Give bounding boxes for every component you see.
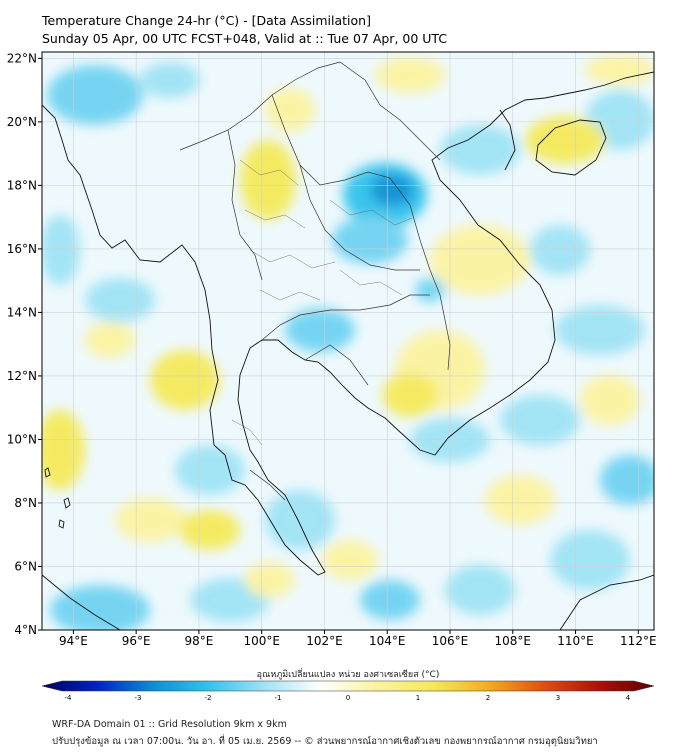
lon-tick-label: 108°E (495, 634, 532, 648)
lon-tick-label: 96°E (122, 634, 151, 648)
colorbar-tick-label: -1 (275, 694, 282, 702)
lat-tick-label: 10°N (7, 432, 37, 446)
lat-tick-label: 16°N (7, 242, 37, 256)
lat-tick-label: 22°N (7, 51, 37, 65)
lon-tick-label: 112°E (620, 634, 657, 648)
footer-model-info: WRF-DA Domain 01 :: Grid Resolution 9km … (52, 719, 287, 730)
lat-tick-label: 12°N (7, 369, 37, 383)
footer-credit: ปรับปรุงข้อมูล ณ เวลา 07:00น. วัน อา. ที… (52, 736, 598, 747)
lon-tick-label: 106°E (432, 634, 469, 648)
colorbar-tick-label: -3 (135, 694, 142, 702)
lon-tick-label: 100°E (243, 634, 280, 648)
map-frame (41, 51, 655, 631)
colorbar-tick-label: 1 (416, 694, 420, 702)
colorbar-tick-label: -2 (205, 694, 212, 702)
colorbar: อุณหภูมิเปลี่ยนแปลง หน่วย องศาเซลเซียส (… (41, 667, 655, 702)
lat-tick-label: 18°N (7, 178, 37, 192)
lat-tick-label: 8°N (14, 496, 37, 510)
lat-tick-label: 14°N (7, 305, 37, 319)
lat-tick-label: 6°N (14, 559, 37, 573)
map-subtitle: Sunday 05 Apr, 00 UTC FCST+048, Valid at… (42, 31, 448, 46)
latitude-ticks: 4°N 6°N 8°N 10°N 12°N 14°N 16°N 18°N 20°N 22°N (7, 51, 42, 637)
colorbar-title: อุณหภูมิเปลี่ยนแปลง หน่วย องศาเซลเซียส (… (257, 667, 440, 680)
colorbar-tick-label: 4 (626, 694, 631, 702)
lat-tick-label: 4°N (14, 623, 37, 637)
colorbar-tick-label: 0 (346, 694, 350, 702)
colorbar-tick-label: 2 (486, 694, 490, 702)
lon-tick-label: 94°E (59, 634, 88, 648)
lon-tick-label: 98°E (184, 634, 213, 648)
lat-tick-label: 20°N (7, 115, 37, 129)
longitude-ticks: 94°E 96°E 98°E 100°E 102°E 104°E 106°E 108°E 110… (59, 630, 657, 648)
graticule (42, 52, 654, 630)
colorbar-tick-label: 3 (556, 694, 560, 702)
province-borders (231, 159, 413, 446)
map-title: Temperature Change 24-hr (°C) - [Data As… (42, 13, 371, 28)
lon-tick-label: 102°E (306, 634, 343, 648)
colorbar-bar (41, 680, 655, 692)
colorbar-tick-label: -4 (65, 694, 73, 702)
lon-tick-label: 104°E (369, 634, 406, 648)
country-borders (179, 61, 451, 501)
temperature-field (42, 52, 654, 630)
lon-tick-label: 110°E (557, 634, 594, 648)
